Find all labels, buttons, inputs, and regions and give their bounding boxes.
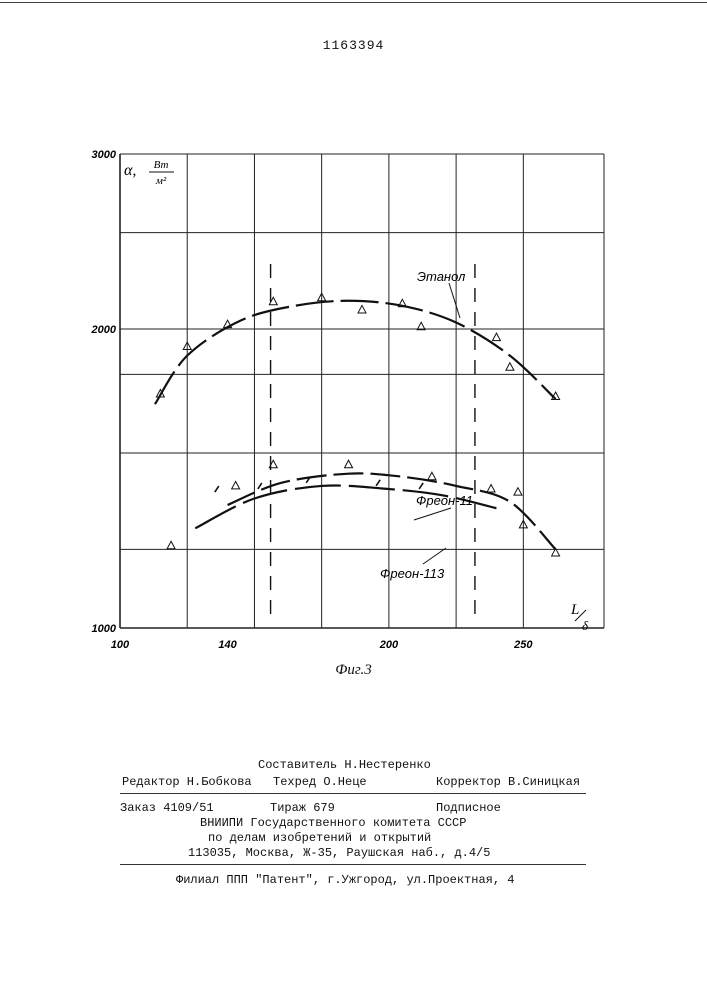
- data-point-dash: [419, 483, 423, 489]
- data-point-triangle: [506, 363, 514, 371]
- series-label-freon-113: Фреон-113: [380, 566, 445, 581]
- chart-grid: [120, 154, 604, 628]
- series-leader-freon-11: [414, 508, 451, 520]
- series-leader-freon-113: [423, 548, 446, 564]
- x-tick-label: 200: [379, 639, 399, 651]
- data-point-triangle: [487, 485, 495, 493]
- x-axis-label-denominator: δ: [582, 618, 589, 633]
- imprint-rule-bottom: [120, 864, 586, 865]
- imprint-compiler: Составитель Н.Нестеренко: [258, 758, 431, 772]
- y-axis-unit-denominator: м²: [155, 175, 167, 187]
- imprint-org-line-1: ВНИИПИ Государственного комитета СССР: [200, 816, 466, 830]
- data-point-triangle: [492, 333, 500, 341]
- imprint-branch: Филиал ППП "Патент", г.Ужгород, ул.Проек…: [176, 873, 514, 887]
- alpha-vs-ratio-chart: 100 140 200 250 1000 2000 3000 α, Вт м² L δ Эт…: [0, 0, 707, 700]
- data-point-triangle: [167, 541, 175, 549]
- imprint-corrector: Корректор В.Синицкая: [436, 775, 580, 789]
- data-point-triangle: [232, 481, 240, 489]
- imprint-circulation: Тираж 679: [270, 801, 335, 815]
- data-point-dash: [215, 486, 219, 492]
- y-tick-label: 2000: [91, 324, 117, 336]
- y-tick-label: 1000: [92, 623, 117, 635]
- imprint-rule-top: [120, 793, 586, 794]
- imprint-editor: Редактор Н.Бобкова: [122, 775, 252, 789]
- data-point-dash: [376, 480, 380, 486]
- data-point-triangle: [428, 472, 436, 480]
- imprint-subscription: Подписное: [436, 801, 501, 815]
- x-tick-label: 250: [513, 639, 533, 651]
- data-point-triangle: [358, 305, 366, 313]
- series-leader-ethanol: [449, 283, 460, 318]
- series-label-ethanol: Этанол: [417, 269, 466, 284]
- series-curve-1: [228, 473, 556, 549]
- y-tick-label: 3000: [92, 149, 117, 161]
- imprint-org-line-2: по делам изобретений и открытий: [208, 831, 431, 845]
- x-axis-label-numerator: L: [570, 602, 579, 618]
- data-point-triangle: [514, 488, 522, 496]
- imprint-address: 113035, Москва, Ж-35, Раушская наб., д.4…: [188, 846, 490, 860]
- series-curve-0: [155, 301, 556, 404]
- imprint-order: Заказ 4109/51: [120, 801, 214, 815]
- x-tick-label: 140: [218, 639, 237, 651]
- chart-curves: [155, 301, 556, 550]
- y-axis-symbol: α,: [124, 162, 136, 179]
- imprint-tech-editor: Техред О.Неце: [273, 775, 367, 789]
- series-label-freon-11: Фреон-11: [416, 493, 473, 508]
- x-tick-label: 100: [111, 639, 130, 651]
- figure-caption: Фиг.3: [0, 662, 707, 679]
- y-axis-unit-numerator: Вт: [154, 159, 169, 171]
- data-point-triangle: [345, 460, 353, 468]
- data-point-dash: [258, 483, 262, 489]
